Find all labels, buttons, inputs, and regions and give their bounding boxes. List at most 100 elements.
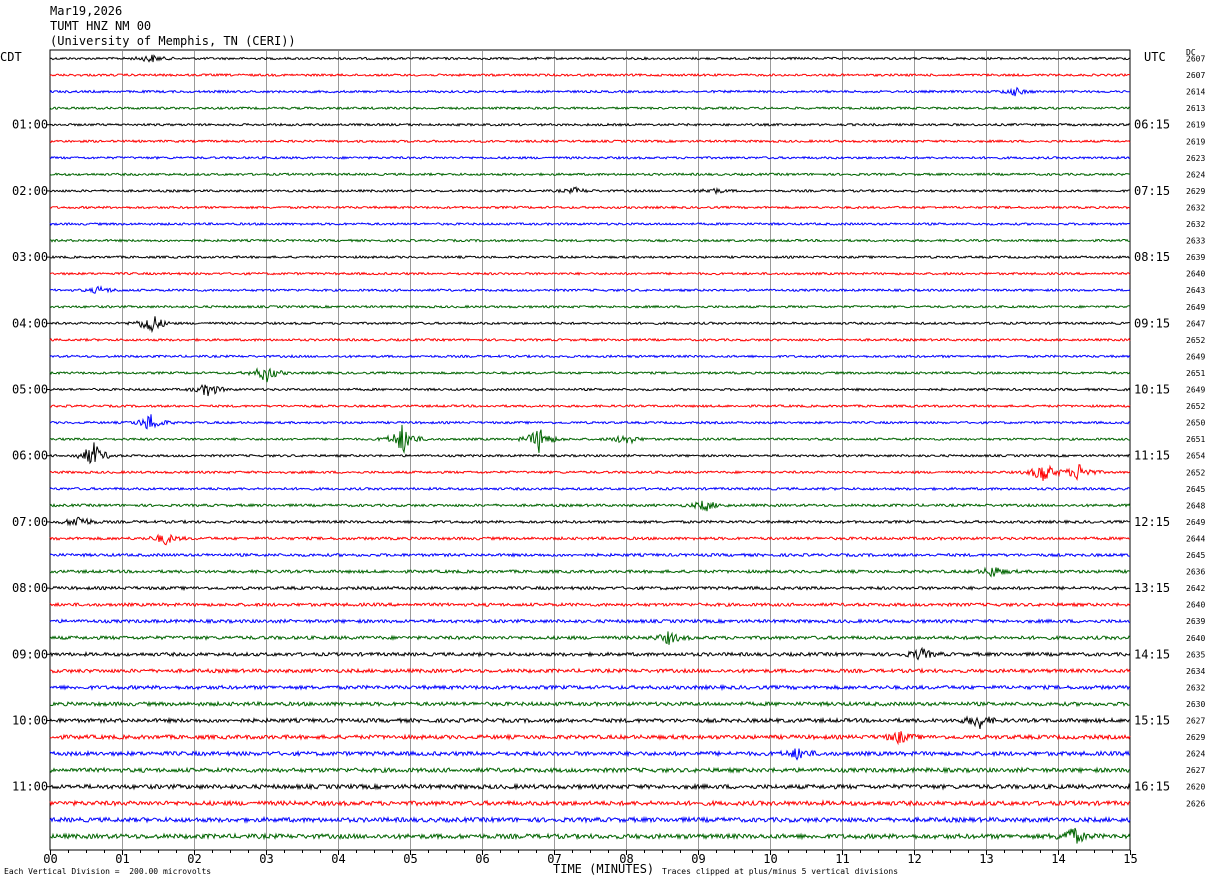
dc-offset-label: 2644: [1186, 534, 1205, 543]
dc-offset-label: 2652: [1186, 402, 1205, 411]
seismic-trace: [49, 646, 1131, 661]
seismic-trace: [49, 139, 1131, 144]
seismic-trace: [49, 155, 1131, 160]
dc-offset-label: 2629: [1186, 733, 1205, 742]
seismic-trace: [49, 631, 1131, 645]
dc-offset-label: 2640: [1186, 270, 1205, 279]
dc-offset-label: 2624: [1186, 750, 1205, 759]
dc-offset-label: 2633: [1186, 237, 1205, 246]
grid-lines: [46, 49, 1131, 855]
x-tick-label: 06: [475, 852, 489, 866]
dc-offset-label: 2632: [1186, 203, 1205, 212]
x-tick-label: 10: [763, 852, 777, 866]
utc-hour-label: 10:15: [1134, 383, 1170, 397]
trace-lines: [49, 54, 1131, 844]
cdt-hour-label: 06:00: [12, 449, 48, 463]
seismic-trace: [49, 72, 1131, 78]
dc-offset-label: 2645: [1186, 551, 1205, 560]
dc-offset-label: 2639: [1186, 617, 1205, 626]
plot-frame: [49, 49, 1131, 851]
seismic-trace: [49, 337, 1131, 342]
dc-offset-label: 2649: [1186, 352, 1205, 361]
seismic-trace: [49, 414, 1131, 430]
seismic-trace: [49, 285, 1131, 294]
dc-offset-label: 2635: [1186, 650, 1205, 659]
station-name: TUMT HNZ NM 00: [50, 19, 152, 33]
cdt-hour-label: 08:00: [12, 581, 48, 595]
seismic-trace: [49, 700, 1131, 708]
dc-offset-label: 2632: [1186, 220, 1205, 229]
dc-offset-label: 2620: [1186, 783, 1205, 792]
dc-offset-label: 2613: [1186, 104, 1205, 113]
x-tick-label: 04: [331, 852, 345, 866]
utc-hour-label: 06:15: [1134, 118, 1170, 132]
dc-offset-label: 2619: [1186, 137, 1205, 146]
seismic-trace: [49, 172, 1131, 177]
dc-offset-label: 2649: [1186, 386, 1205, 395]
seismic-trace: [49, 54, 1131, 63]
dc-offset-label: 2627: [1186, 717, 1205, 726]
dc-offset-label: 2643: [1186, 286, 1205, 295]
utc-hour-label: 07:15: [1134, 184, 1170, 198]
x-tick-label: 08: [619, 852, 633, 866]
seismic-trace: [49, 715, 1131, 729]
dc-offset-label: 2607: [1186, 55, 1205, 64]
seismic-trace: [49, 122, 1131, 127]
seismic-trace: [49, 486, 1131, 492]
x-tick-label: 11: [835, 852, 849, 866]
x-tick-label: 01: [115, 852, 129, 866]
clip-note: Traces clipped at plus/minus 5 vertical …: [662, 867, 899, 876]
x-tick-label: 14: [1051, 852, 1065, 866]
dc-offset-label: 2623: [1186, 154, 1205, 163]
seismic-trace: [49, 86, 1130, 97]
dc-offset-label: 2630: [1186, 700, 1205, 709]
x-tick-label: 00: [43, 852, 57, 866]
seismic-trace: [49, 748, 1131, 761]
seismic-trace: [49, 186, 1130, 196]
utc-hour-label: 13:15: [1134, 581, 1170, 595]
x-tick-label: 15: [1123, 852, 1137, 866]
x-tick-label: 09: [691, 852, 705, 866]
seismic-trace: [50, 516, 1131, 527]
scale-note: Each Vertical Division = 200.00 microvol…: [4, 867, 212, 876]
seismic-trace: [49, 221, 1131, 227]
utc-hour-label: 11:15: [1134, 449, 1170, 463]
dc-offset-label: 2652: [1186, 336, 1205, 345]
cdt-hour-label: 09:00: [12, 647, 48, 661]
seismic-trace: [49, 205, 1131, 210]
seismic-trace: [49, 238, 1131, 243]
cdt-hour-label: 04:00: [12, 316, 48, 330]
seismic-trace: [49, 766, 1131, 775]
seismic-trace: [49, 271, 1131, 276]
utc-hour-label: 15:15: [1134, 714, 1170, 728]
dc-offset-label: 2648: [1186, 501, 1205, 510]
dc-offset-label: 2649: [1186, 303, 1205, 312]
seismic-trace: [49, 566, 1131, 578]
seismic-trace: [49, 316, 1131, 334]
utc-hour-label: 16:15: [1134, 780, 1170, 794]
seismic-trace: [49, 585, 1131, 592]
utc-hour-label: 09:15: [1134, 316, 1170, 330]
x-tick-label: 12: [907, 852, 921, 866]
dc-offset-label: 2607: [1186, 71, 1205, 80]
dc-offset-label: 2632: [1186, 683, 1205, 692]
dc-offset-label: 2647: [1186, 319, 1205, 328]
dc-offset-label: 2640: [1186, 634, 1205, 643]
dc-offset-label: 2634: [1186, 667, 1205, 676]
dc-offset-label: 2614: [1186, 88, 1205, 97]
seismic-trace: [49, 827, 1131, 844]
dc-offset-label: 2636: [1186, 568, 1205, 577]
seismic-trace: [49, 367, 1131, 383]
cdt-hour-label: 01:00: [12, 118, 48, 132]
x-tick-label: 03: [259, 852, 273, 866]
institution-name: (University of Memphis, TN (CERI)): [50, 34, 296, 48]
dc-offset-label: 2651: [1186, 435, 1205, 444]
x-tick-label: 02: [187, 852, 201, 866]
plot-date: Mar19,2026: [50, 4, 123, 18]
dc-offset-label: 2645: [1186, 485, 1205, 494]
dc-offset-label: 2627: [1186, 766, 1205, 775]
seismic-trace: [49, 533, 1131, 546]
seismic-trace: [49, 304, 1131, 309]
axis-labels: 00 01 02 03 04 05 06 07 08 09 10 11 12 13 14 15 2607 2607…: [12, 55, 1205, 867]
